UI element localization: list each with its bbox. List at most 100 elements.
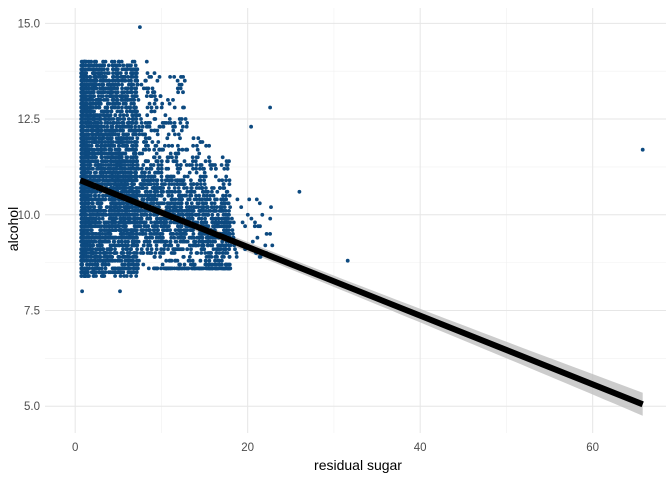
data-point	[193, 239, 198, 244]
data-point	[211, 186, 216, 190]
data-point	[221, 182, 226, 187]
data-point	[174, 205, 179, 210]
data-point	[129, 63, 133, 68]
data-point	[104, 193, 108, 198]
data-point	[249, 124, 254, 129]
data-point	[136, 209, 141, 213]
data-point	[84, 132, 88, 137]
data-point	[116, 239, 121, 244]
data-point	[151, 90, 155, 95]
data-point	[93, 247, 98, 252]
data-point	[158, 255, 163, 259]
data-point	[231, 232, 235, 236]
data-point	[146, 266, 151, 271]
data-point	[177, 201, 182, 206]
data-point	[167, 117, 172, 121]
data-point	[96, 247, 101, 252]
data-point	[108, 166, 112, 171]
data-point	[113, 266, 118, 271]
data-point	[168, 258, 173, 263]
data-point	[89, 228, 94, 233]
data-point	[109, 147, 113, 152]
data-point	[113, 90, 118, 95]
data-point	[215, 189, 220, 194]
data-point	[83, 274, 87, 278]
data-point	[79, 251, 84, 255]
data-point	[191, 136, 196, 141]
data-point	[254, 197, 259, 202]
data-point	[83, 186, 88, 190]
data-point	[297, 189, 302, 194]
data-point	[105, 220, 110, 225]
data-point	[132, 140, 137, 144]
data-point	[207, 159, 212, 164]
data-point	[204, 186, 208, 190]
data-point	[107, 101, 112, 106]
data-point	[98, 121, 103, 125]
data-point	[112, 170, 117, 175]
data-point	[179, 247, 184, 252]
data-point	[168, 220, 173, 225]
data-point	[104, 143, 108, 148]
data-point	[92, 94, 96, 98]
data-point	[79, 197, 84, 202]
data-point	[124, 136, 129, 141]
data-point	[125, 86, 130, 91]
data-point	[157, 235, 161, 240]
data-point	[176, 189, 181, 194]
data-point	[113, 274, 117, 278]
data-point	[94, 189, 99, 194]
data-point	[102, 98, 106, 102]
data-point	[210, 189, 214, 194]
data-point	[135, 239, 139, 244]
data-point	[113, 270, 118, 275]
data-point	[199, 251, 204, 255]
data-point	[123, 239, 128, 244]
data-point	[98, 201, 103, 206]
data-point	[250, 239, 255, 244]
data-point	[165, 228, 170, 233]
data-point	[123, 224, 127, 229]
data-point	[194, 155, 199, 160]
data-point	[101, 67, 105, 72]
data-point	[166, 201, 171, 206]
data-point	[92, 258, 96, 263]
data-point	[109, 224, 114, 229]
data-point	[201, 212, 205, 217]
data-point	[113, 113, 118, 118]
data-point	[185, 247, 190, 252]
data-point	[211, 163, 215, 167]
data-point	[113, 82, 118, 87]
data-point	[80, 289, 84, 294]
data-point	[160, 239, 164, 244]
data-point	[152, 71, 157, 75]
data-point	[131, 243, 136, 248]
data-point	[81, 239, 85, 244]
data-point	[125, 209, 129, 213]
data-point	[197, 178, 202, 183]
data-point	[155, 128, 160, 133]
data-point	[152, 128, 157, 133]
data-point	[160, 147, 165, 152]
data-point	[221, 201, 225, 206]
data-point	[83, 98, 87, 102]
data-point	[147, 101, 152, 106]
data-point	[174, 155, 179, 160]
data-point	[119, 209, 124, 213]
data-point	[171, 247, 176, 252]
data-point	[203, 159, 208, 164]
data-point	[89, 109, 94, 114]
data-point	[139, 174, 143, 179]
data-point	[215, 197, 219, 202]
data-point	[98, 251, 103, 255]
data-point	[80, 71, 84, 75]
data-point	[99, 205, 103, 210]
data-point	[113, 209, 117, 213]
data-point	[100, 75, 105, 79]
data-point	[224, 209, 228, 213]
data-point	[159, 247, 164, 252]
data-point	[79, 247, 84, 252]
data-point	[157, 155, 162, 160]
data-point	[178, 136, 182, 141]
data-point	[135, 109, 140, 114]
